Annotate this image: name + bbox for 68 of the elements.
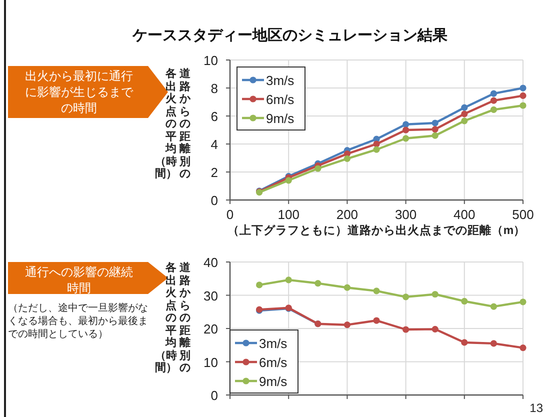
legend-label: 6m/s xyxy=(259,355,288,370)
point xyxy=(432,290,438,298)
legend-label: 9m/s xyxy=(259,374,288,389)
point xyxy=(314,165,322,172)
point xyxy=(344,155,350,162)
point xyxy=(490,340,497,347)
legend-label: 3m/s xyxy=(266,73,295,88)
point xyxy=(520,298,526,306)
point xyxy=(520,92,526,99)
point xyxy=(432,126,438,133)
text: 出火から最初に通行に影響が生じるまでの時間 xyxy=(24,68,134,116)
point xyxy=(373,146,380,153)
point xyxy=(402,326,410,333)
point xyxy=(373,317,380,324)
x-tick-label: 200 xyxy=(336,207,358,222)
point xyxy=(520,344,526,352)
y-tick-label: 4 xyxy=(210,137,218,152)
y-tick-label: 10 xyxy=(204,354,218,370)
x-tick-label: 500 xyxy=(512,207,534,222)
text: 13 xyxy=(530,401,544,415)
point xyxy=(402,135,410,142)
point xyxy=(256,282,263,288)
point xyxy=(490,106,497,113)
point xyxy=(402,294,410,300)
point xyxy=(402,126,410,134)
point xyxy=(461,104,468,111)
x-axis-title: （上下グラフともに）道路から出火点までの距離（m） xyxy=(227,223,526,237)
point xyxy=(285,276,292,284)
point xyxy=(285,177,292,184)
point xyxy=(520,102,526,109)
y-tick-label: 30 xyxy=(204,288,218,304)
y-tick-label: 2 xyxy=(210,165,218,180)
point xyxy=(373,288,380,294)
legend-label: 3m/s xyxy=(259,336,288,351)
y-tick-label: 8 xyxy=(210,81,218,96)
point xyxy=(520,84,526,92)
point xyxy=(461,110,468,118)
chart-title: ケーススタディー地区のシミュレーション結果 xyxy=(132,27,448,44)
x-tick-label: 0 xyxy=(226,207,234,222)
point xyxy=(432,132,438,139)
point xyxy=(402,121,410,128)
y-tick-label: 0 xyxy=(210,388,218,403)
point xyxy=(490,303,497,310)
point xyxy=(461,298,468,305)
text: 道路からの距離別の各出火点の平均（時間） xyxy=(155,68,190,180)
y-tick-label: 6 xyxy=(210,109,218,124)
legend-label: 6m/s xyxy=(266,92,295,107)
point xyxy=(490,90,497,97)
x-tick-label: 100 xyxy=(278,207,300,222)
point xyxy=(432,326,438,332)
y-tick-label: 20 xyxy=(204,322,218,336)
point xyxy=(432,120,438,126)
point xyxy=(314,280,322,287)
point xyxy=(461,339,468,346)
y-tick-label: 0 xyxy=(210,193,218,208)
legend-label: 9m/s xyxy=(266,111,295,126)
text: （ただし、途中で一旦影響がなくなる場合も、最初から最後までの時間としている） xyxy=(8,302,149,341)
y-tick-label: 40 xyxy=(204,255,218,270)
x-tick-label: 300 xyxy=(394,207,417,222)
x-tick-label: 400 xyxy=(454,207,476,222)
point xyxy=(373,140,380,148)
point xyxy=(344,284,350,291)
point xyxy=(344,322,350,328)
text: 道路からの距離別の各出火点の平均（時間） xyxy=(155,262,190,374)
text: 通行への影響の継続時間 xyxy=(24,264,134,296)
point xyxy=(461,118,468,124)
point xyxy=(490,97,497,104)
y-tick-label: 10 xyxy=(204,53,218,68)
